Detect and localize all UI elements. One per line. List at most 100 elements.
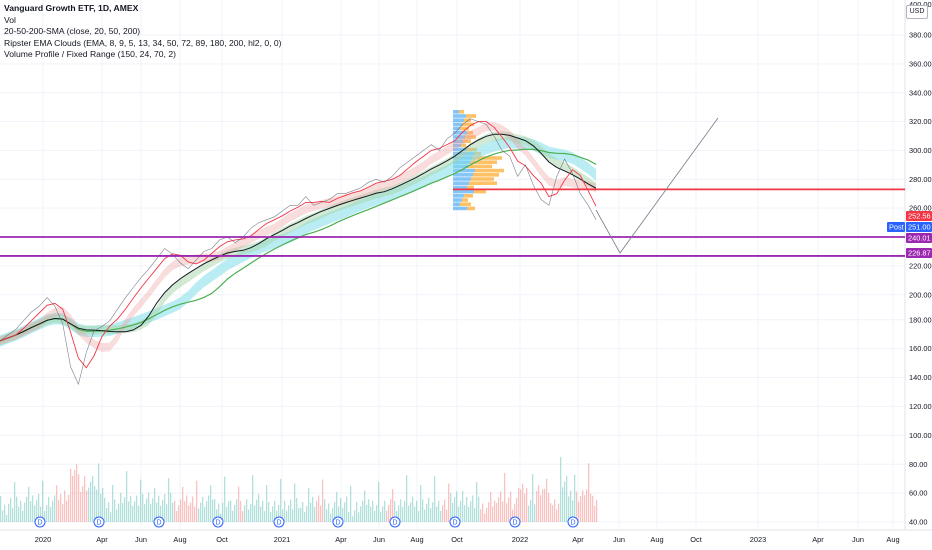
time-axis-label: Oct [451, 535, 463, 544]
volume-bar [252, 475, 254, 522]
price-axis[interactable]: 40.00 60.00 80.00 100.00 120.00 140.00 160.00 1… [909, 0, 932, 527]
dividend-marker[interactable]: D [273, 516, 285, 528]
price-axis-label: 300.00 [909, 146, 932, 155]
volume-bar [26, 496, 28, 522]
dividend-marker[interactable]: D [34, 516, 46, 528]
volume-bar [466, 496, 468, 522]
volume-bar [86, 490, 88, 522]
volume-bar [550, 503, 552, 522]
volume-bar [486, 507, 488, 522]
legend-sma[interactable]: 20-50-200-SMA (close, 20, 50, 200) [4, 26, 141, 37]
dividend-marker[interactable]: D [153, 516, 165, 528]
ema-cloud [0, 122, 596, 352]
volume-bar [350, 485, 352, 522]
volume-bar [18, 506, 20, 522]
legend-volume-profile[interactable]: Volume Profile / Fixed Range (150, 24, 7… [4, 49, 176, 60]
profile-bar-up [453, 198, 462, 202]
legend-volume[interactable]: Vol [4, 14, 16, 25]
volume-bar [2, 510, 4, 522]
price-tags: 252.56 251.00 240.01 226.87 Post [887, 211, 932, 258]
projection-line[interactable] [595, 117, 719, 254]
dividend-marker-label: D [276, 520, 281, 527]
volume-bar [400, 499, 402, 522]
volume-bar [248, 509, 250, 522]
price-tag-label: 240.01 [908, 234, 931, 243]
volume-bar [418, 511, 420, 522]
dividend-marker[interactable]: D [449, 516, 461, 528]
price-tag: 226.87 [906, 248, 932, 258]
volume-bar [226, 506, 228, 522]
volume-bar [438, 500, 440, 522]
volume-bar [534, 504, 536, 522]
volume-bar [552, 505, 554, 522]
volume-bar [306, 506, 308, 522]
volume-bar [472, 495, 474, 522]
volume-bar [48, 496, 50, 522]
volume-bar [120, 492, 122, 522]
dividend-marker[interactable]: D [212, 516, 224, 528]
volume-bar [346, 496, 348, 522]
time-axis-label: Apr [96, 535, 108, 544]
volume-bar [310, 502, 312, 522]
volume-bar [374, 511, 376, 522]
horizontal-levels[interactable] [0, 188, 905, 257]
volume-bar [174, 500, 176, 522]
volume-bar [398, 505, 400, 522]
dividend-marker[interactable]: D [509, 516, 521, 528]
volume-bar [526, 487, 528, 522]
volume-bar [368, 499, 370, 522]
volume-bar [236, 499, 238, 522]
volume-bar [448, 483, 450, 522]
volume-bar [338, 506, 340, 522]
post-market-tag: Post [887, 222, 905, 232]
volume-bar [482, 503, 484, 522]
volume-bar [498, 497, 500, 522]
volume-bar [484, 513, 486, 522]
volume-bar [286, 511, 288, 522]
profile-bar-down [464, 118, 471, 122]
volume-bar [128, 501, 130, 522]
volume-bar [442, 505, 444, 522]
profile-bar-up [453, 118, 464, 122]
volume-bar [282, 509, 284, 522]
dividend-marker[interactable]: D [332, 516, 344, 528]
price-axis-label: 100.00 [909, 431, 932, 440]
volume-bar [406, 475, 408, 522]
dividend-marker[interactable]: D [93, 516, 105, 528]
dividend-marker-circle [509, 516, 521, 528]
dividend-marker-label: D [570, 520, 575, 527]
volume-bar [588, 463, 590, 522]
dividend-marker[interactable]: D [567, 516, 579, 528]
currency-badge[interactable]: USD [906, 5, 928, 19]
volume-bar [110, 512, 112, 522]
price-axis-label: 200.00 [909, 290, 932, 299]
volume-bar [402, 506, 404, 522]
volume-bar [380, 512, 382, 522]
volume-bar [546, 478, 548, 522]
volume-bar [230, 500, 232, 522]
volume-bar [490, 491, 492, 522]
time-axis-label: 2020 [35, 535, 51, 544]
projection-trendline[interactable] [595, 117, 719, 254]
symbol-title[interactable]: Vanguard Growth ETF, 1D, AMEX [4, 3, 139, 13]
volume-bar [386, 510, 388, 522]
dividend-marker[interactable]: D [389, 516, 401, 528]
volume-bar [232, 510, 234, 522]
profile-bar-up [453, 194, 464, 198]
volume-bar [274, 500, 276, 522]
time-axis-label: 2021 [274, 535, 290, 544]
volume-bar [278, 504, 280, 522]
volume-bar [560, 456, 562, 522]
volume-bar [388, 504, 390, 522]
time-axis[interactable]: 2020 Apr Jun Aug Oct 2021 Apr Jun Aug Oct 2022 Apr J… [35, 535, 900, 544]
volume-bar [96, 489, 98, 522]
volume-bar [144, 504, 146, 522]
volume-bar [206, 501, 208, 522]
dividend-marker-circle [273, 516, 285, 528]
legend-ema-clouds[interactable]: Ripster EMA Clouds (EMA, 8, 9, 5, 13, 34… [4, 37, 282, 48]
sma-50-line [0, 133, 597, 342]
volume-bar [258, 493, 260, 522]
volume-bar [98, 463, 100, 522]
